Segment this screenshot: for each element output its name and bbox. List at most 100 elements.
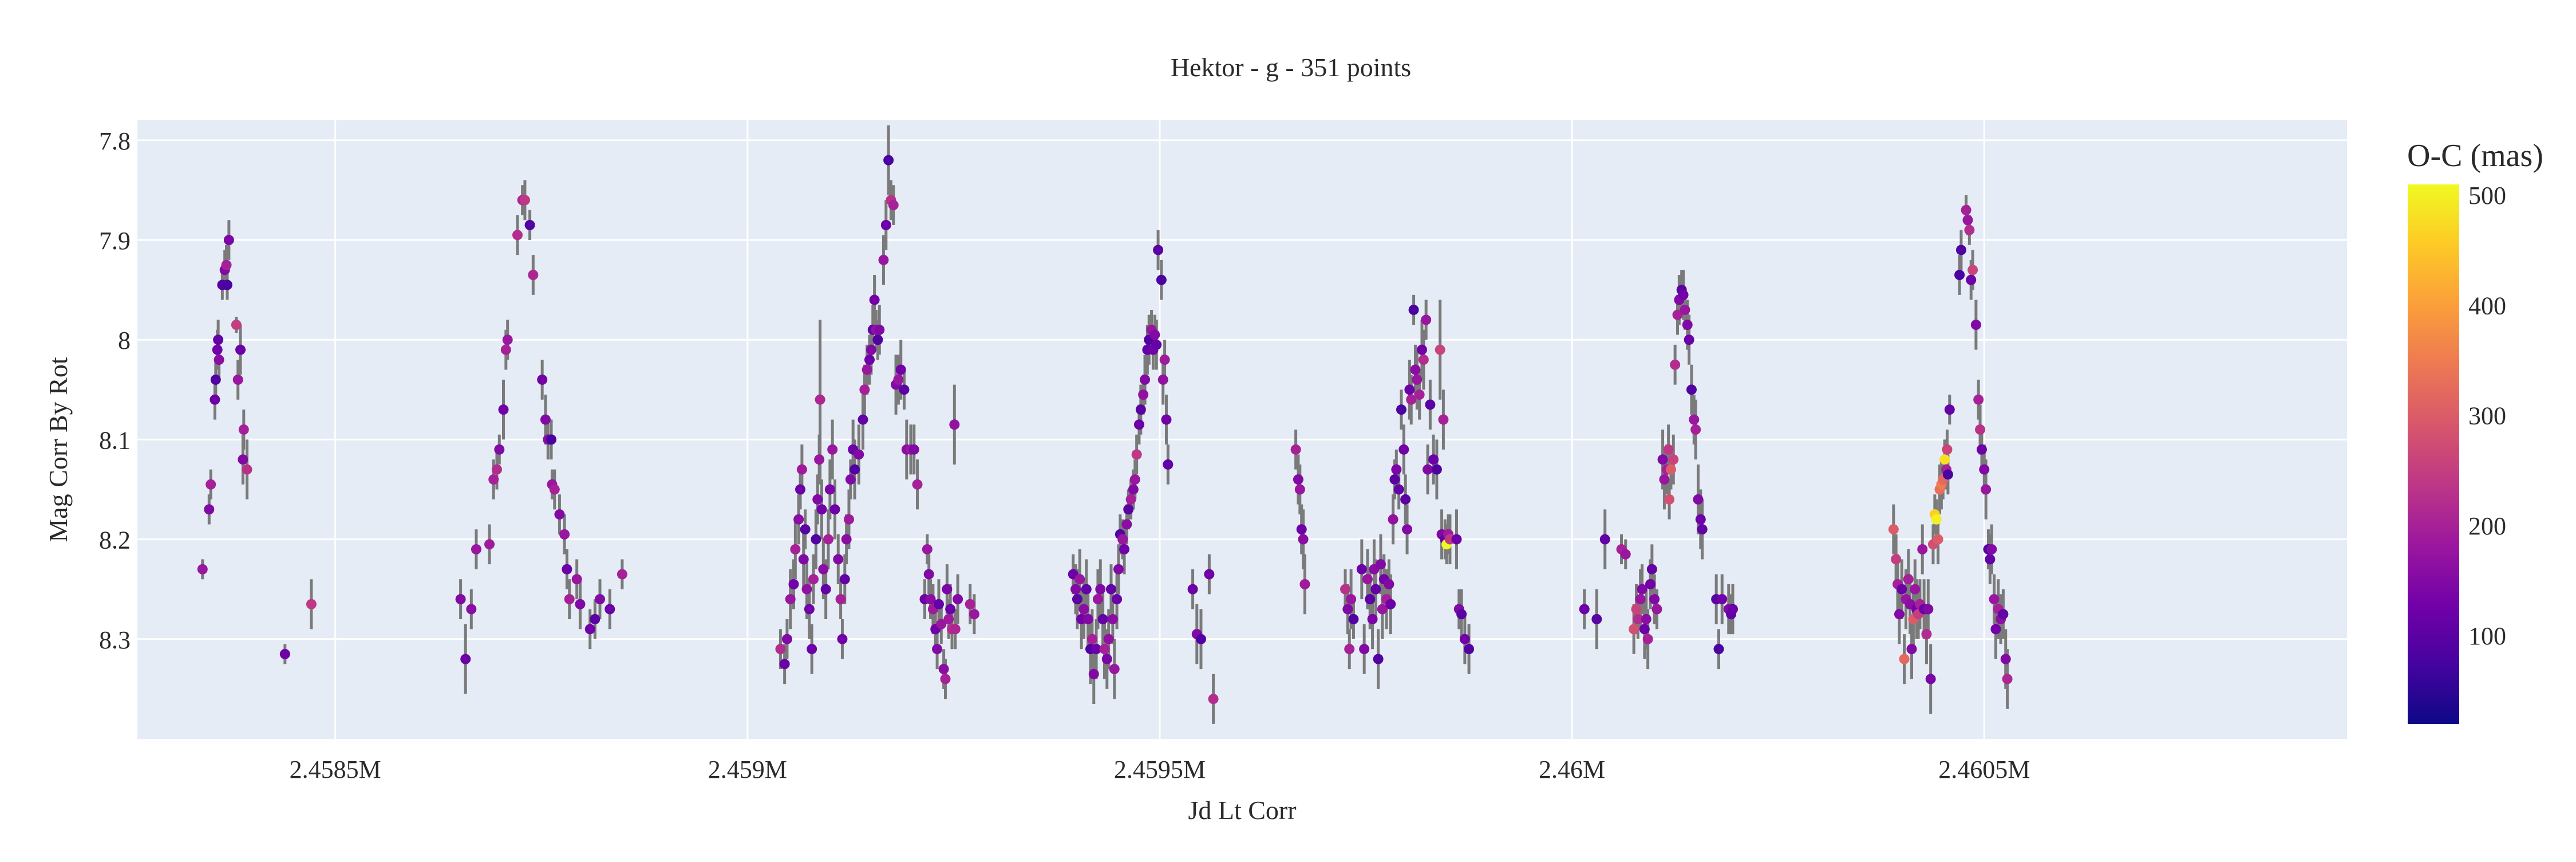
data-point[interactable] — [775, 644, 786, 655]
data-point[interactable] — [222, 280, 232, 290]
data-point[interactable] — [1435, 344, 1445, 355]
data-point[interactable] — [839, 574, 850, 585]
data-point[interactable] — [859, 384, 870, 395]
data-point[interactable] — [1693, 494, 1704, 505]
data-point[interactable] — [210, 394, 220, 405]
data-point[interactable] — [788, 579, 799, 589]
data-point[interactable] — [798, 554, 809, 565]
data-point[interactable] — [936, 619, 947, 629]
data-point[interactable] — [965, 599, 975, 609]
data-point[interactable] — [1091, 644, 1102, 655]
data-point[interactable] — [869, 294, 880, 305]
data-point[interactable] — [1125, 494, 1136, 505]
data-point[interactable] — [1713, 644, 1724, 655]
plot-area[interactable] — [137, 120, 2347, 739]
data-point[interactable] — [206, 479, 216, 490]
data-point[interactable] — [1195, 633, 1206, 644]
data-point[interactable] — [801, 584, 812, 595]
data-point[interactable] — [554, 509, 565, 520]
data-point[interactable] — [1646, 564, 1657, 574]
data-point[interactable] — [925, 594, 936, 605]
data-point[interactable] — [210, 374, 221, 385]
data-point[interactable] — [940, 674, 951, 684]
data-point[interactable] — [1105, 584, 1116, 595]
data-point[interactable] — [1088, 668, 1099, 679]
data-point[interactable] — [549, 484, 560, 495]
data-point[interactable] — [1072, 594, 1082, 605]
data-point[interactable] — [1385, 599, 1396, 609]
data-point[interactable] — [1406, 394, 1417, 405]
data-point[interactable] — [1637, 584, 1647, 595]
data-point[interactable] — [1128, 484, 1139, 495]
data-point[interactable] — [1117, 534, 1128, 545]
data-point[interactable] — [845, 474, 856, 485]
data-point[interactable] — [1642, 633, 1653, 644]
data-point[interactable] — [1967, 265, 1978, 275]
data-point[interactable] — [872, 334, 883, 345]
data-point[interactable] — [807, 644, 817, 655]
data-point[interactable] — [1939, 454, 1950, 465]
data-point[interactable] — [488, 474, 499, 485]
data-point[interactable] — [1393, 484, 1404, 495]
data-point[interactable] — [1923, 604, 1934, 615]
data-point[interactable] — [1294, 484, 1305, 495]
data-point[interactable] — [854, 449, 864, 460]
data-point[interactable] — [818, 564, 829, 574]
data-point[interactable] — [590, 613, 600, 624]
data-point[interactable] — [235, 344, 246, 355]
data-point[interactable] — [471, 544, 481, 555]
data-point[interactable] — [1133, 419, 1144, 430]
data-point[interactable] — [1998, 609, 2009, 620]
data-point[interactable] — [494, 444, 505, 455]
data-point[interactable] — [528, 270, 539, 280]
data-point[interactable] — [1400, 494, 1411, 505]
data-point[interactable] — [1396, 404, 1406, 415]
data-point[interactable] — [1665, 464, 1676, 475]
data-point[interactable] — [1373, 654, 1384, 664]
data-point[interactable] — [238, 424, 249, 435]
data-point[interactable] — [223, 235, 234, 246]
data-point[interactable] — [1438, 414, 1449, 425]
data-point[interactable] — [779, 659, 790, 670]
data-point[interactable] — [546, 434, 557, 445]
data-point[interactable] — [1682, 320, 1693, 330]
data-point[interactable] — [571, 574, 582, 585]
data-point[interactable] — [1418, 355, 1429, 365]
data-point[interactable] — [811, 534, 821, 545]
data-point[interactable] — [1670, 359, 1681, 370]
data-point[interactable] — [1668, 454, 1679, 465]
data-point[interactable] — [1686, 384, 1697, 395]
data-point[interactable] — [781, 633, 792, 644]
data-point[interactable] — [1933, 534, 1943, 545]
data-point[interactable] — [1657, 454, 1668, 465]
data-point[interactable] — [1659, 474, 1670, 485]
data-point[interactable] — [1344, 644, 1355, 655]
data-point[interactable] — [858, 414, 868, 425]
data-point[interactable] — [500, 344, 511, 355]
data-point[interactable] — [1979, 464, 1990, 475]
data-point[interactable] — [1931, 514, 1942, 525]
data-point[interactable] — [1695, 514, 1706, 525]
data-point[interactable] — [562, 564, 572, 574]
data-point[interactable] — [1645, 579, 1656, 589]
data-point[interactable] — [1925, 674, 1936, 684]
data-point[interactable] — [460, 654, 471, 664]
data-point[interactable] — [1123, 504, 1134, 515]
data-point[interactable] — [1367, 613, 1378, 624]
data-point[interactable] — [1129, 474, 1140, 485]
data-point[interactable] — [1428, 454, 1439, 465]
data-point[interactable] — [1156, 274, 1167, 285]
data-point[interactable] — [1398, 444, 1409, 455]
data-point[interactable] — [1944, 404, 1955, 415]
data-point[interactable] — [1377, 604, 1388, 615]
data-point[interactable] — [1359, 644, 1370, 655]
data-point[interactable] — [1591, 613, 1602, 624]
data-point[interactable] — [1975, 424, 1986, 435]
data-point[interactable] — [197, 564, 208, 574]
data-point[interactable] — [790, 544, 801, 555]
data-point[interactable] — [1649, 594, 1660, 605]
data-point[interactable] — [1431, 464, 1442, 475]
data-point[interactable] — [1899, 654, 1910, 664]
data-point[interactable] — [1109, 664, 1120, 675]
data-point[interactable] — [1119, 544, 1130, 555]
